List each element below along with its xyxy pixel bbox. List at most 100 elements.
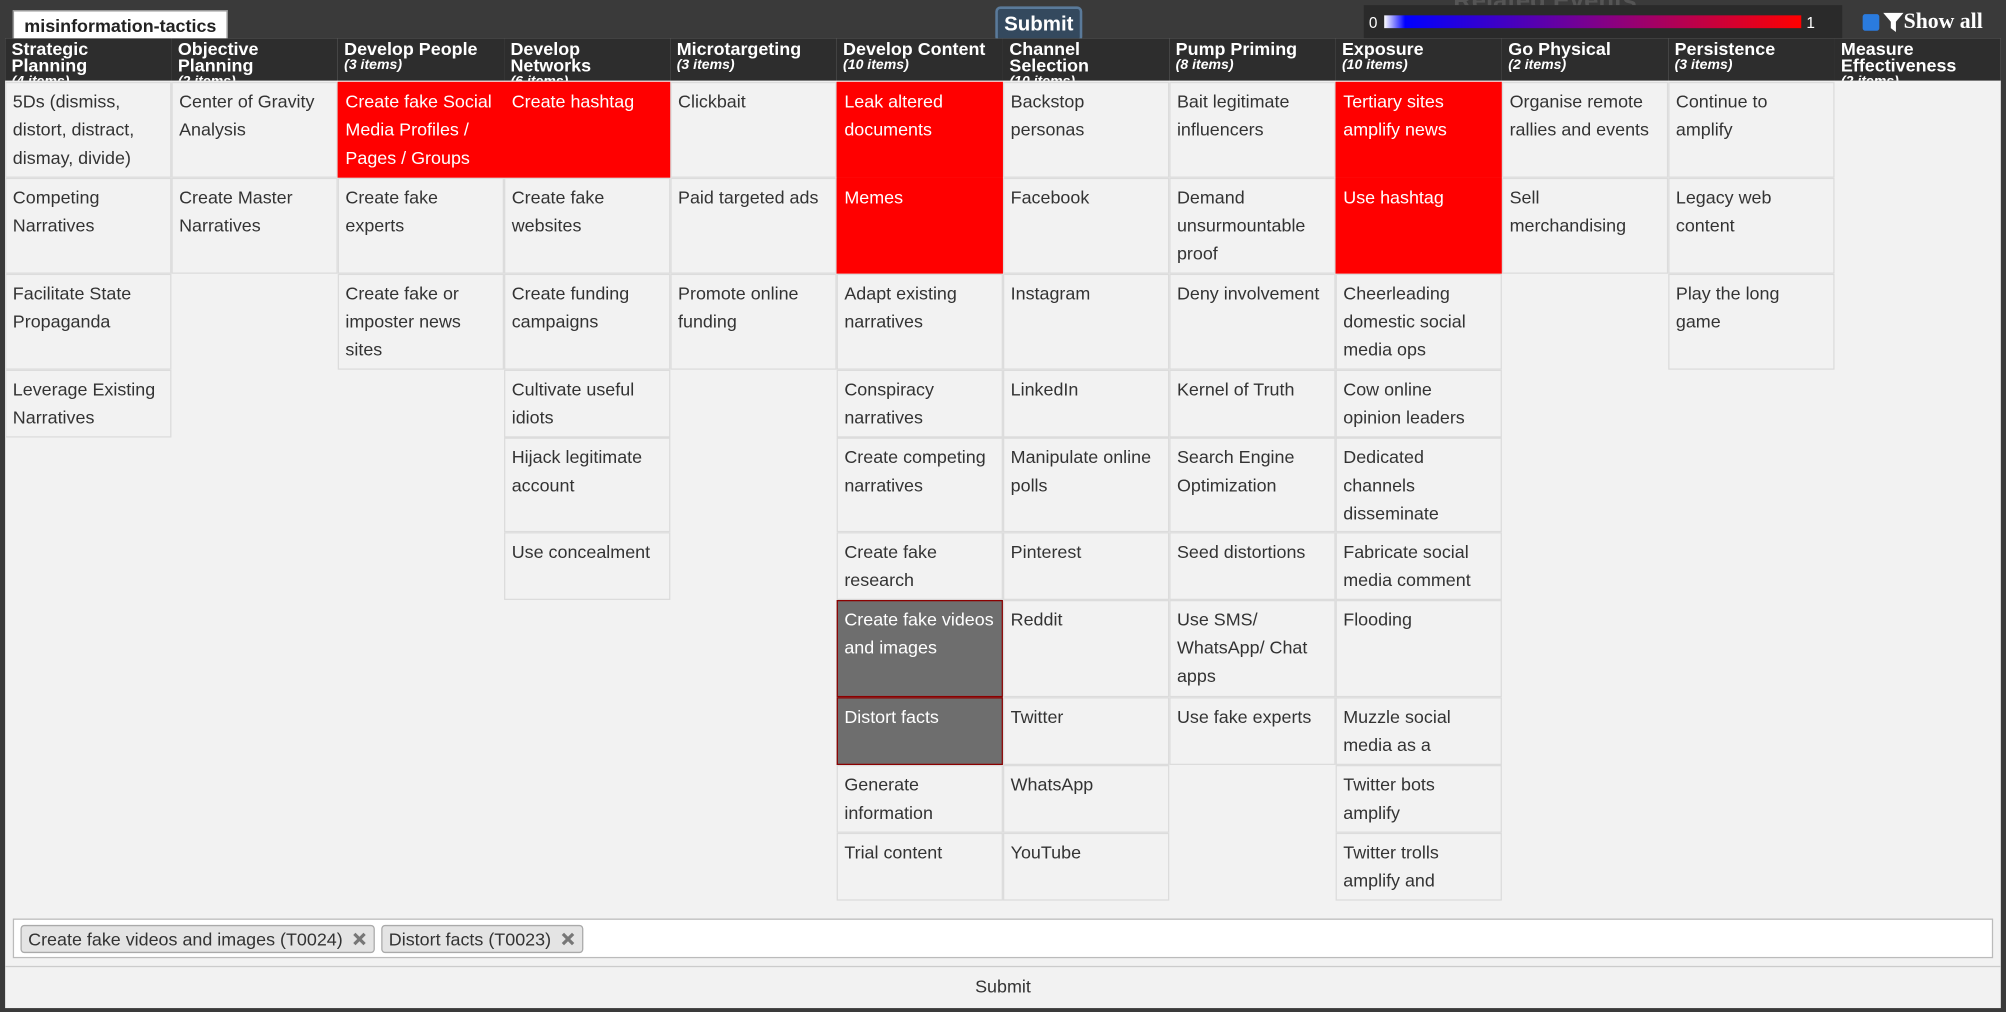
selection-box[interactable]: Create fake videos and images (T0024) Dis… xyxy=(12,918,1994,959)
column-name: Strategic Planning xyxy=(11,38,89,76)
column-name: Develop Content xyxy=(843,38,986,59)
technique-cell[interactable]: Organise remote rallies and events xyxy=(1501,81,1669,178)
technique-cell[interactable]: Search Engine Optimization xyxy=(1169,437,1336,533)
technique-cell[interactable]: Use fake experts xyxy=(1169,697,1336,766)
column-name: Measure Effectiveness xyxy=(1840,38,1957,76)
technique-cell[interactable]: Leak altered documents xyxy=(836,81,1003,178)
column-count: (8 items) xyxy=(1175,57,1234,73)
technique-cell[interactable]: Seed distortions xyxy=(1169,532,1336,600)
column-header: Persistence (3 items) xyxy=(1668,38,1835,81)
technique-cell[interactable]: Backstop personas xyxy=(1002,81,1170,178)
chip-remove[interactable] xyxy=(352,931,367,946)
technique-cell[interactable]: Muzzle social media as a political force xyxy=(1335,697,1502,766)
technique-cell[interactable]: Create funding campaigns xyxy=(504,273,671,370)
technique-cell[interactable]: Fabricate social media comment xyxy=(1335,532,1502,600)
technique-cell[interactable]: Pinterest xyxy=(1002,532,1170,600)
column-count: (10 items) xyxy=(1341,57,1408,73)
technique-cell[interactable]: Create fake or imposter news sites xyxy=(337,273,505,370)
technique-cell[interactable]: Sell merchandising xyxy=(1501,177,1669,274)
column-count: (10 items) xyxy=(843,57,909,73)
filter-icon xyxy=(1883,12,1904,32)
legend-gradient xyxy=(1384,15,1802,29)
footer-submit[interactable]: Submit xyxy=(5,965,2001,1008)
column-count: (3 items) xyxy=(344,57,403,73)
column-header: Objective Planning(2 items) xyxy=(171,38,338,81)
technique-cell[interactable]: Generate information pollution xyxy=(836,765,1003,833)
column-name: Develop People xyxy=(344,38,478,59)
technique-cell[interactable]: Create hashtag xyxy=(504,81,671,178)
technique-cell[interactable]: Leverage Existing Narratives xyxy=(5,369,172,438)
technique-cell[interactable]: Create fake experts xyxy=(337,177,505,274)
column-header: Develop Content (10 items) xyxy=(836,38,1003,81)
technique-cell[interactable]: Manipulate online polls xyxy=(1002,437,1170,533)
column-count: (10 items) xyxy=(1009,74,1163,80)
technique-cell[interactable]: Center of Gravity Analysis xyxy=(171,81,338,178)
technique-cell[interactable]: Trial content xyxy=(836,832,1003,901)
legend-max: 1 xyxy=(1806,14,1815,32)
technique-cell[interactable]: Create fake research xyxy=(836,532,1003,600)
technique-cell[interactable]: Legacy web content xyxy=(1668,177,1835,274)
column-count: (2 items) xyxy=(1508,57,1567,73)
technique-cell[interactable]: Kernel of Truth xyxy=(1169,369,1336,438)
column-name: Persistence xyxy=(1674,38,1776,59)
technique-cell[interactable]: Use SMS/ WhatsApp/ Chat apps xyxy=(1169,599,1336,698)
column-name: Pump Priming xyxy=(1175,38,1298,59)
chip-remove[interactable] xyxy=(560,931,575,946)
submit-button[interactable]: Submit xyxy=(995,6,1083,43)
technique-cell[interactable]: Twitter xyxy=(1002,697,1170,766)
technique-cell[interactable]: Bait legitimate influencers xyxy=(1169,81,1336,178)
chip-label: Create fake videos and images (T0024) xyxy=(28,928,343,950)
technique-cell[interactable]: Create competing narratives xyxy=(836,437,1003,533)
technique-cell[interactable]: Deny involvement xyxy=(1169,273,1336,370)
technique-cell[interactable]: Memes xyxy=(836,177,1003,274)
technique-cell[interactable]: Facilitate State Propaganda xyxy=(5,273,172,370)
technique-cell[interactable]: Dedicated channels disseminate informati… xyxy=(1335,437,1502,533)
technique-cell[interactable]: Continue to amplify xyxy=(1668,81,1835,178)
technique-cell[interactable]: Instagram xyxy=(1002,273,1170,370)
selected-chip: Create fake videos and images (T0024) xyxy=(20,924,375,954)
technique-cell[interactable]: 5Ds (dismiss, distort, distract, dismay,… xyxy=(5,81,172,178)
column-name: Microtargeting xyxy=(676,38,802,59)
column-header: Strategic Planning(4 items) xyxy=(5,38,172,81)
technique-cell[interactable]: Distort facts xyxy=(836,697,1003,766)
technique-cell[interactable]: Tertiary sites amplify news xyxy=(1335,81,1502,178)
technique-cell[interactable]: Promote online funding xyxy=(670,273,837,370)
technique-cell[interactable]: Demand unsurmountable proof xyxy=(1169,177,1336,274)
technique-cell[interactable]: Competing Narratives xyxy=(5,177,172,274)
show-all-label[interactable]: Show all xyxy=(1903,8,1983,34)
technique-cell[interactable]: Cheerleading domestic social media ops xyxy=(1335,273,1502,370)
show-all-checkbox[interactable] xyxy=(1862,14,1880,31)
column-count: (2 items) xyxy=(178,74,332,80)
technique-cell[interactable]: Twitter trolls amplify and manipulate xyxy=(1335,832,1502,901)
technique-cell[interactable]: Create fake websites xyxy=(504,177,671,274)
technique-cell[interactable]: Play the long game xyxy=(1668,273,1835,370)
column-name: Channel Selection xyxy=(1009,38,1090,76)
technique-cell[interactable]: Cow online opinion leaders xyxy=(1335,369,1502,438)
column-header: Measure Effectiveness(2 items) xyxy=(1834,38,2001,81)
technique-cell[interactable]: WhatsApp xyxy=(1002,765,1170,833)
technique-cell[interactable]: Paid targeted ads xyxy=(670,177,837,274)
column-header: Exposure (10 items) xyxy=(1335,38,1502,81)
technique-cell[interactable]: Conspiracy narratives xyxy=(836,369,1003,438)
technique-cell[interactable]: Flooding xyxy=(1335,599,1502,698)
technique-cell[interactable]: Create Master Narratives xyxy=(171,177,338,274)
technique-cell[interactable]: Twitter bots amplify xyxy=(1335,765,1502,833)
column-count: (3 items) xyxy=(676,57,735,73)
column-name: Exposure xyxy=(1341,38,1424,59)
technique-cell[interactable]: Use concealment xyxy=(504,532,671,600)
technique-cell[interactable]: Hijack legitimate account xyxy=(504,437,671,533)
chip-label: Distort facts (T0023) xyxy=(388,928,552,950)
technique-cell[interactable]: Use hashtag xyxy=(1335,177,1502,274)
technique-cell[interactable]: LinkedIn xyxy=(1002,369,1170,438)
technique-cell[interactable]: Adapt existing narratives xyxy=(836,273,1003,370)
column-count: (6 items) xyxy=(510,74,664,80)
technique-cell[interactable]: YouTube xyxy=(1002,832,1170,901)
technique-cell[interactable]: Cultivate useful idiots xyxy=(504,369,671,438)
technique-cell[interactable]: Reddit xyxy=(1002,599,1170,698)
technique-cell[interactable]: Create fake videos and images xyxy=(836,599,1003,698)
column-name: Go Physical xyxy=(1508,38,1611,59)
column-name: Develop Networks xyxy=(510,38,592,76)
technique-cell[interactable]: Create fake Social Media Profiles / Page… xyxy=(337,81,505,178)
technique-cell[interactable]: Facebook xyxy=(1002,177,1170,274)
technique-cell[interactable]: Clickbait xyxy=(670,81,837,178)
